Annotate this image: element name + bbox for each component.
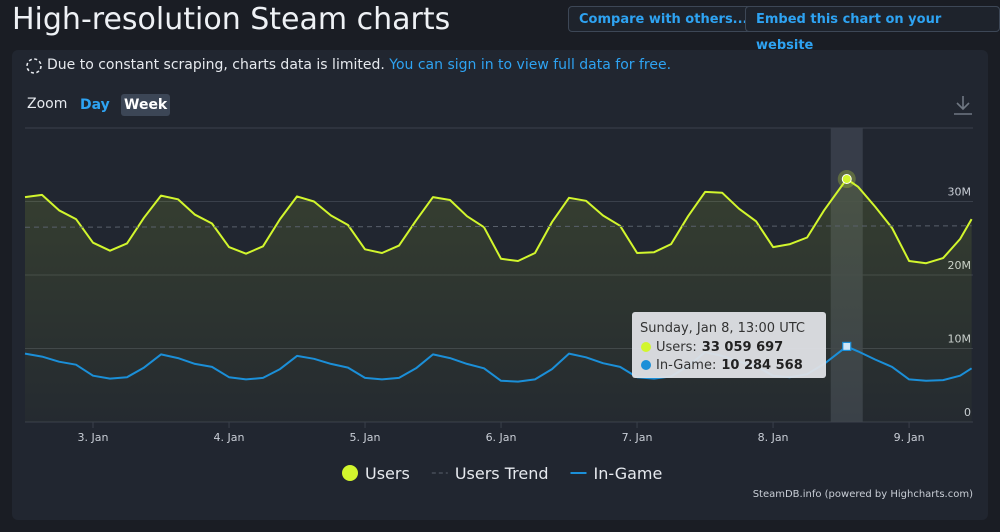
tooltip-label: Users: — [656, 340, 697, 355]
x-tick-label: 3. Jan — [78, 431, 109, 444]
tooltip-box — [632, 312, 826, 378]
x-tick-label: 5. Jan — [350, 431, 381, 444]
legend-label[interactable]: Users Trend — [455, 464, 549, 483]
download-icon[interactable] — [952, 94, 974, 116]
x-tick-label: 8. Jan — [758, 431, 789, 444]
loading-icon — [26, 58, 42, 74]
hover-point — [842, 341, 852, 352]
zoom-day[interactable]: Day — [80, 97, 110, 113]
zoom-week[interactable]: Week — [121, 94, 171, 116]
tooltip-row: Users: 33 059 697 — [656, 340, 783, 355]
legend-label[interactable]: In-Game — [594, 464, 663, 483]
y-tick-label: 30M — [948, 186, 972, 199]
notice-text: Due to constant scraping, charts data is… — [47, 57, 385, 73]
page-title: High-resolution Steam charts — [12, 2, 451, 37]
x-tick-label: 7. Jan — [622, 431, 653, 444]
tooltip-dot — [641, 342, 651, 352]
tooltip-value: 10 284 568 — [721, 358, 802, 373]
x-tick-label: 6. Jan — [486, 431, 517, 444]
tooltip-value: 33 059 697 — [702, 340, 783, 355]
tooltip-label: In-Game: — [656, 358, 716, 373]
tooltip-row: In-Game: 10 284 568 — [656, 358, 803, 373]
series-line — [24, 225, 972, 228]
compare-button[interactable]: Compare with others... — [568, 6, 759, 32]
hover-point — [841, 174, 852, 185]
notice: Due to constant scraping, charts data is… — [47, 57, 671, 73]
legend-label[interactable]: Users — [365, 464, 410, 483]
x-tick-label: 9. Jan — [894, 431, 925, 444]
series-area — [25, 179, 972, 422]
series-line — [24, 178, 973, 265]
tooltip-dot — [641, 360, 651, 370]
credits: SteamDB.info (powered by Highcharts.com) — [753, 489, 973, 500]
tooltip-title: Sunday, Jan 8, 13:00 UTC — [640, 321, 805, 336]
zoom-label: Zoom — [27, 96, 68, 112]
x-tick-label: 4. Jan — [214, 431, 245, 444]
legend-symbol — [342, 465, 358, 481]
sign-in-link[interactable]: You can sign in to view full data for fr… — [389, 57, 672, 73]
